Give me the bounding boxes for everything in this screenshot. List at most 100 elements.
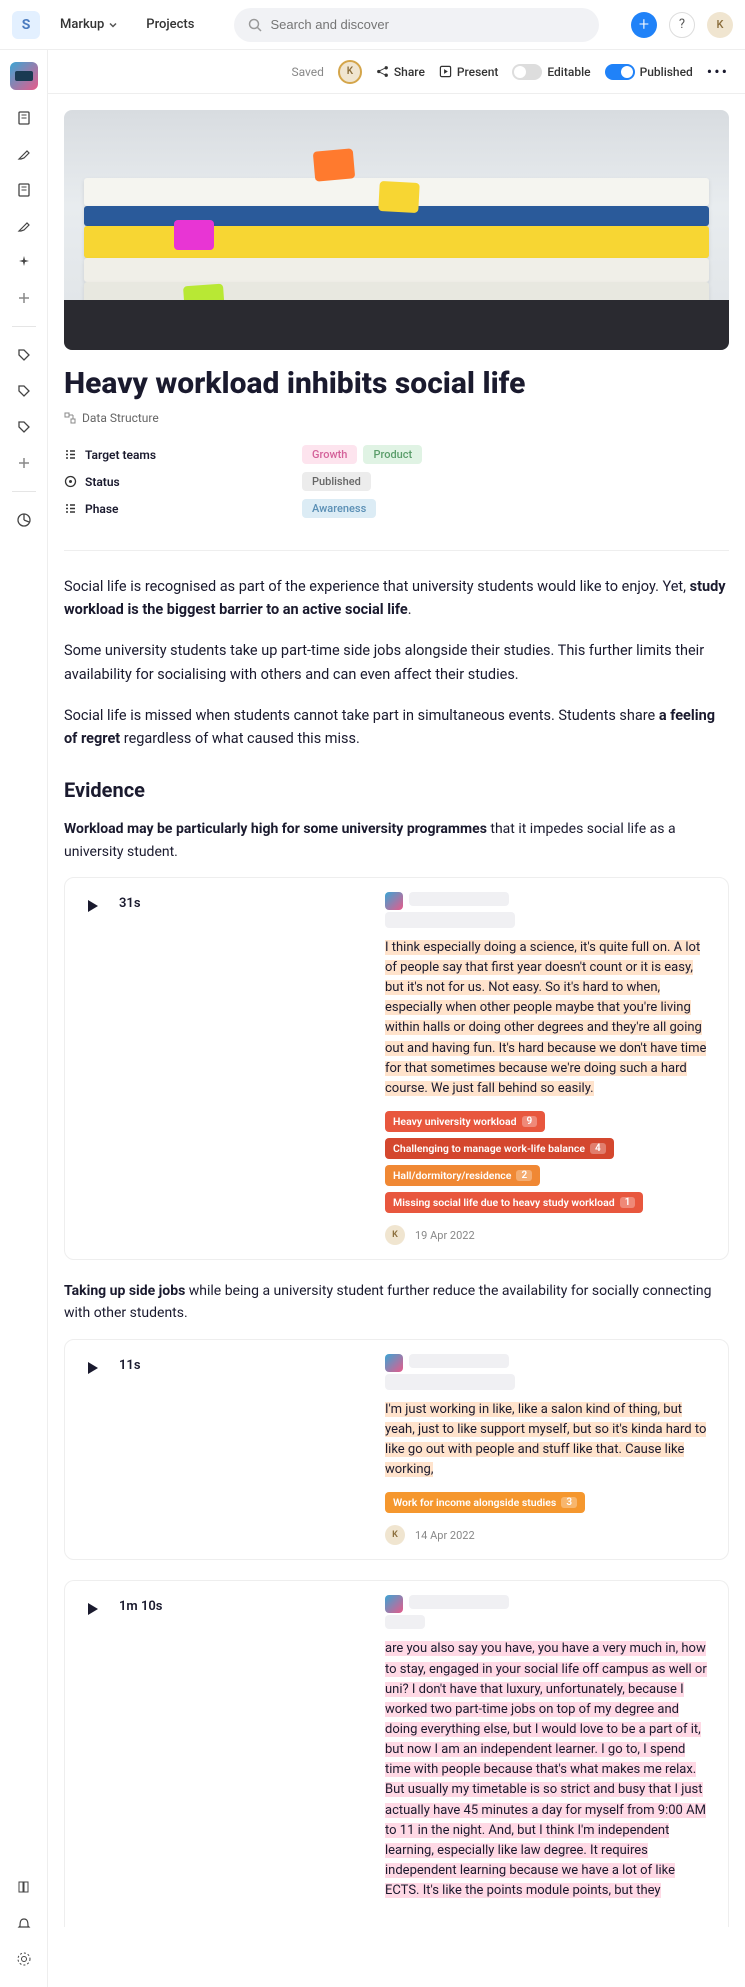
- present-icon: [439, 65, 452, 78]
- search-icon: [248, 18, 262, 32]
- nav-projects[interactable]: Projects: [138, 17, 202, 32]
- sidebar-doc2-icon[interactable]: [8, 174, 40, 206]
- play-button[interactable]: [83, 1358, 103, 1378]
- redacted-text: [409, 1595, 509, 1609]
- clip-duration: 1m 10s: [119, 1599, 163, 1614]
- intro-p2: Some university students take up part-ti…: [64, 639, 729, 685]
- saved-indicator: Saved: [291, 65, 323, 79]
- intro-p3: Social life is missed when students cann…: [64, 704, 729, 750]
- app-logo[interactable]: S: [12, 11, 40, 39]
- present-button[interactable]: Present: [439, 65, 499, 79]
- chip-awareness[interactable]: Awareness: [302, 499, 376, 518]
- share-button[interactable]: Share: [376, 65, 425, 79]
- present-label: Present: [457, 65, 499, 79]
- sidebar-tag3-icon[interactable]: [8, 411, 40, 443]
- sidebar-bell-icon[interactable]: [8, 1907, 40, 1939]
- meta-table: Target teams Growth Product Status: [64, 441, 729, 522]
- workspace-icon: [385, 1595, 403, 1613]
- tag[interactable]: Work for income alongside studies3: [385, 1492, 585, 1513]
- transcript: I think especially doing a science, it's…: [385, 938, 710, 1099]
- workspace-icon: [385, 1354, 403, 1372]
- clip-card-1: 31s I think especially doing a science, …: [64, 877, 729, 1260]
- play-icon: [88, 1603, 98, 1615]
- meta-phase-label: Phase: [64, 502, 294, 516]
- search-input[interactable]: [270, 17, 585, 32]
- tag[interactable]: Challenging to manage work-life balance4: [385, 1138, 614, 1159]
- hero-image: [64, 110, 729, 350]
- play-icon: [88, 900, 98, 912]
- author-avatar: K: [385, 1525, 405, 1545]
- more-button[interactable]: •••: [707, 62, 729, 81]
- page-toolbar: Saved K Share Present Editable Published: [48, 50, 745, 94]
- sidebar-add2-icon[interactable]: [8, 447, 40, 479]
- sidebar-highlight2-icon[interactable]: [8, 210, 40, 242]
- tag[interactable]: Hall/dormitory/residence2: [385, 1165, 540, 1186]
- sidebar-tag2-icon[interactable]: [8, 375, 40, 407]
- list-icon: [64, 502, 77, 515]
- sidebar-library-icon[interactable]: [8, 1871, 40, 1903]
- structure-icon: [64, 412, 76, 424]
- sidebar-gear-icon[interactable]: [8, 1943, 40, 1975]
- clip-card-2: 11s I'm just working in like, like a sal…: [64, 1339, 729, 1561]
- evidence-intro-2: Taking up side jobs while being a univer…: [64, 1280, 729, 1325]
- redacted-text: [385, 912, 515, 928]
- sidebar-sparkle-icon[interactable]: [8, 246, 40, 278]
- toggle-off-icon: [512, 64, 542, 80]
- chip-published[interactable]: Published: [302, 472, 371, 491]
- editable-label: Editable: [547, 65, 590, 79]
- redacted-text: [409, 892, 509, 906]
- breadcrumb-label: Data Structure: [82, 411, 159, 425]
- list-icon: [64, 448, 77, 461]
- editor-avatar[interactable]: K: [338, 60, 362, 84]
- sidebar-tag-icon[interactable]: [8, 339, 40, 371]
- transcript: I'm just working in like, like a salon k…: [385, 1400, 710, 1481]
- play-button[interactable]: [83, 896, 103, 916]
- redacted-text: [385, 1615, 425, 1629]
- evidence-heading: Evidence: [64, 778, 729, 802]
- meta-target-teams-label: Target teams: [64, 448, 294, 462]
- tag[interactable]: Missing social life due to heavy study w…: [385, 1192, 643, 1213]
- help-button[interactable]: ?: [669, 12, 695, 38]
- sidebar-chart-icon[interactable]: [8, 504, 40, 536]
- published-toggle[interactable]: Published: [605, 64, 693, 80]
- chip-growth[interactable]: Growth: [302, 445, 357, 464]
- clip-date: 19 Apr 2022: [415, 1229, 475, 1242]
- play-button[interactable]: [83, 1599, 103, 1619]
- create-button[interactable]: +: [631, 12, 657, 38]
- top-header: S Markup Projects + ? K: [0, 0, 745, 50]
- transcript: are you also say you have, you have a ve…: [385, 1639, 710, 1901]
- clip-tags: Work for income alongside studies3: [385, 1492, 710, 1513]
- play-icon: [88, 1362, 98, 1374]
- published-label: Published: [640, 65, 693, 79]
- toggle-on-icon: [605, 64, 635, 80]
- sidebar-highlight-icon[interactable]: [8, 138, 40, 170]
- breadcrumb[interactable]: Data Structure: [64, 411, 729, 425]
- editable-toggle[interactable]: Editable: [512, 64, 590, 80]
- share-icon: [376, 65, 389, 78]
- clip-card-3: 1m 10s are you also say you have, you ha…: [64, 1580, 729, 1927]
- meta-status-label: Status: [64, 475, 294, 489]
- sidebar-add-icon[interactable]: [8, 282, 40, 314]
- sidebar: [0, 50, 48, 1987]
- redacted-text: [385, 1374, 515, 1390]
- share-label: Share: [394, 65, 425, 79]
- intro-p1: Social life is recognised as part of the…: [64, 575, 729, 621]
- chip-product[interactable]: Product: [363, 445, 422, 464]
- tag[interactable]: Heavy university workload9: [385, 1111, 545, 1132]
- user-avatar[interactable]: K: [707, 12, 733, 38]
- page-title: Heavy workload inhibits social life: [64, 366, 729, 401]
- workspace-icon[interactable]: [10, 62, 38, 90]
- clip-duration: 31s: [119, 896, 141, 911]
- redacted-text: [409, 1354, 509, 1368]
- evidence-intro-1: Workload may be particularly high for so…: [64, 818, 729, 863]
- nav-markup[interactable]: Markup: [52, 17, 126, 32]
- status-icon: [64, 475, 77, 488]
- clip-tags: Heavy university workload9 Challenging to…: [385, 1111, 710, 1213]
- author-avatar: K: [385, 1225, 405, 1245]
- workspace-icon: [385, 892, 403, 910]
- sidebar-doc-icon[interactable]: [8, 102, 40, 134]
- chevron-down-icon: [108, 20, 118, 30]
- clip-date: 14 Apr 2022: [415, 1529, 475, 1542]
- search-bar[interactable]: [234, 8, 599, 42]
- nav-markup-label: Markup: [60, 17, 104, 32]
